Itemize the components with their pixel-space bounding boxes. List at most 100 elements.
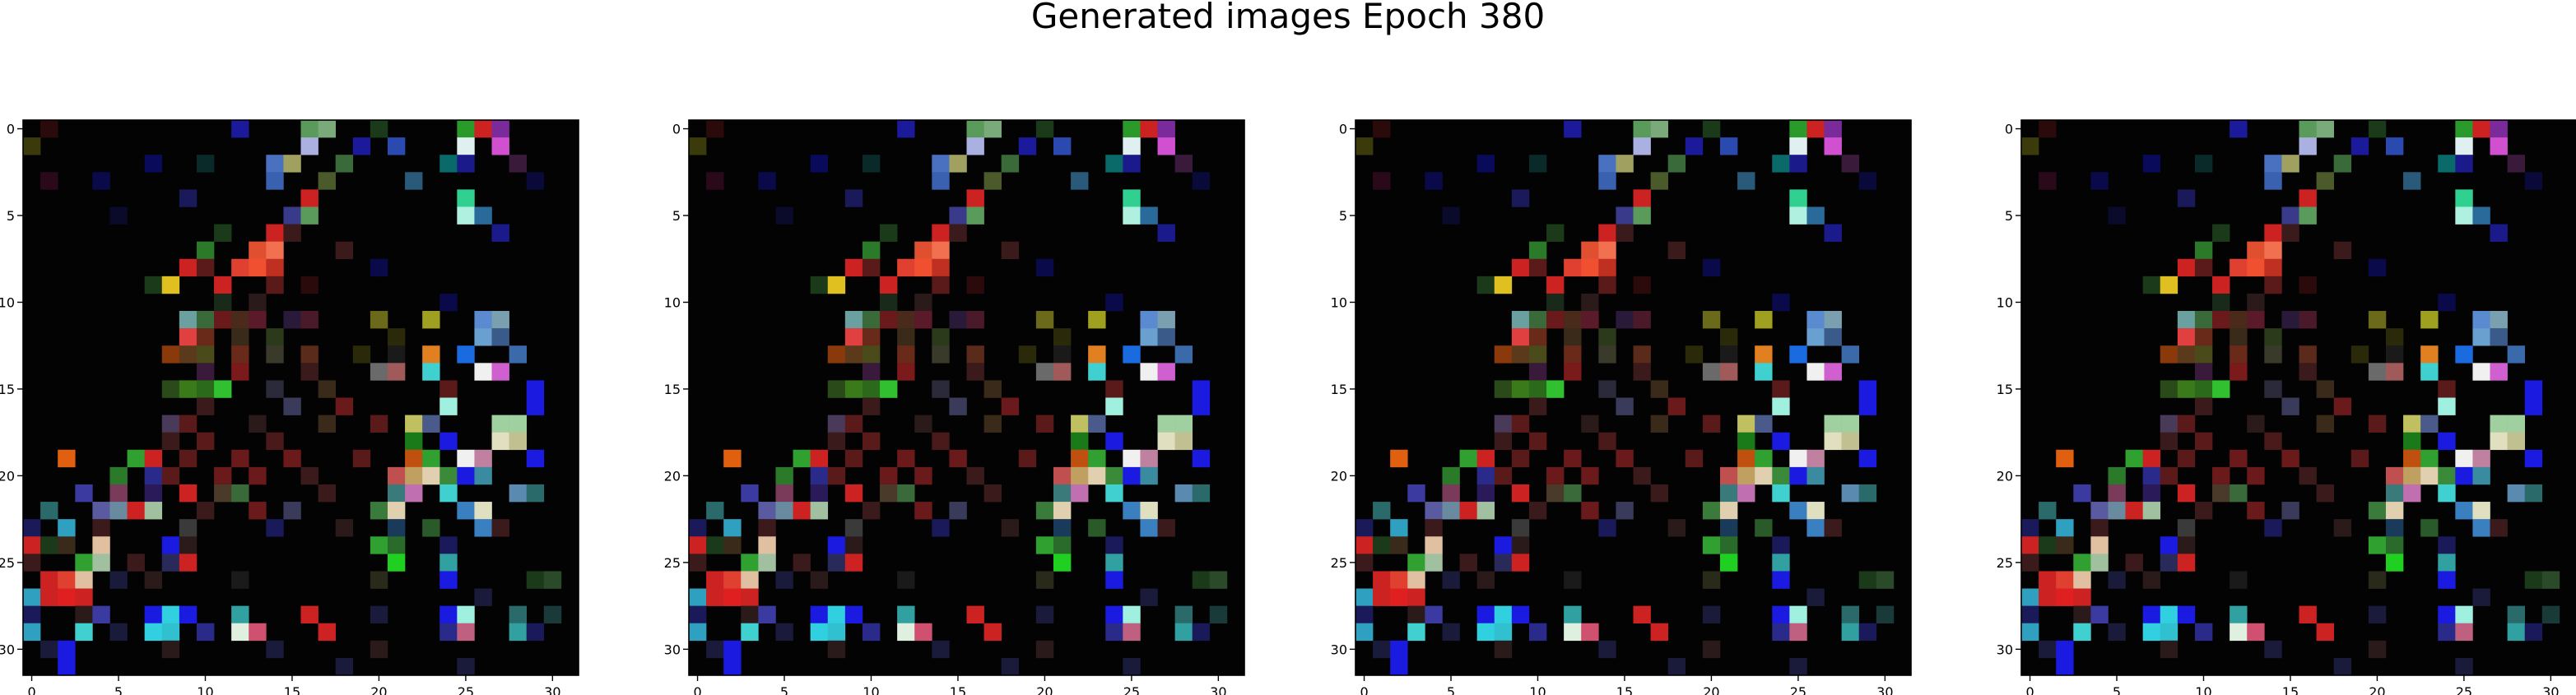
pixel-cell [283, 224, 301, 242]
pixel-cell [1528, 380, 1547, 398]
pixel-cell [1858, 397, 1877, 415]
pixel-cell [1528, 155, 1547, 173]
pixel-cell [1511, 380, 1530, 398]
pixel-cell [370, 640, 388, 659]
pixel-cell [1581, 623, 1599, 642]
pixel-cell [1772, 571, 1790, 589]
pixel-cell [1494, 276, 1513, 294]
pixel-cell [1616, 449, 1634, 468]
pixel-cell [1123, 466, 1141, 485]
pixel-cell [509, 415, 528, 433]
pixel-cell [775, 623, 793, 642]
pixel-cell [880, 484, 898, 503]
pixel-cell [2490, 415, 2508, 433]
pixel-cell [1702, 502, 1721, 520]
pixel-cell [1390, 571, 1408, 589]
pixel-cell [231, 120, 249, 138]
pixel-cell [914, 311, 932, 329]
pixel-cell [1772, 466, 1790, 485]
pixel-cell [1494, 432, 1513, 451]
pixel-cell [249, 623, 267, 642]
pixel-cell [1528, 623, 1547, 642]
y-tick-label: 5 [672, 208, 681, 224]
pixel-cell [1442, 206, 1460, 225]
pixel-cell [2368, 605, 2387, 624]
pixel-cell [1123, 137, 1141, 155]
pixel-cell [1511, 554, 1530, 572]
pixel-cell [758, 536, 776, 554]
pixel-cell [2247, 502, 2265, 520]
pixel-cell [1806, 502, 1825, 520]
pixel-cell [2039, 536, 2057, 554]
pixel-cell [2247, 293, 2265, 312]
pixel-cell [457, 189, 475, 207]
pixel-cell [231, 258, 249, 277]
pixel-cell [196, 363, 215, 381]
pixel-cell [2108, 623, 2126, 642]
pixel-cell [827, 432, 846, 451]
x-tick-label: 5 [780, 684, 788, 695]
pixel-cell [387, 484, 406, 503]
pixel-cell [1174, 623, 1193, 642]
pixel-cell [387, 137, 406, 155]
pixel-cell [144, 449, 163, 468]
pixel-cell [758, 172, 776, 190]
pixel-cell [283, 311, 301, 329]
pixel-cell [1355, 623, 1374, 642]
pixel-cell [2264, 172, 2282, 190]
pixel-cell [810, 571, 829, 589]
pixel-cell [2333, 657, 2352, 676]
pixel-cell [1407, 554, 1425, 572]
pixel-cell [2073, 554, 2091, 572]
pixel-cell [793, 449, 811, 468]
pixel-cell [2490, 519, 2508, 537]
pixel-cell [897, 345, 915, 364]
pixel-cell [179, 484, 198, 503]
pixel-cell [1088, 519, 1106, 537]
pixel-cell [723, 588, 742, 606]
pixel-cell [1564, 449, 1582, 468]
pixel-cell [40, 120, 58, 138]
pixel-cell [179, 258, 198, 277]
pixel-cell [1511, 519, 1530, 537]
pixel-cell [2438, 536, 2456, 554]
pixel-cell [1373, 571, 1391, 589]
pixel-cell [2142, 466, 2161, 485]
pixel-cell [2073, 571, 2091, 589]
pixel-cell [2142, 276, 2161, 294]
pixel-cell [880, 466, 898, 485]
pixel-cell [1174, 345, 1193, 364]
pixel-cell [387, 363, 406, 381]
pixel-cell [1546, 224, 1565, 242]
pixel-cell [1772, 605, 1790, 624]
pixel-cell [1192, 172, 1211, 190]
pixel-cell [862, 155, 881, 173]
pixel-cell [2194, 155, 2213, 173]
pixel-cell [387, 554, 406, 572]
pixel-cell [1373, 172, 1391, 190]
pixel-cell [897, 484, 915, 503]
pixel-cell [1053, 466, 1072, 485]
pixel-cell [2230, 484, 2248, 503]
pixel-cell [1390, 536, 1408, 554]
pixel-cell [2524, 172, 2543, 190]
pixel-cell [2420, 363, 2439, 381]
pixel-cell [318, 172, 336, 190]
x-tick-label: 25 [1790, 684, 1806, 695]
pixel-cell [474, 519, 492, 537]
pixel-cell [949, 397, 967, 415]
pixel-cell [2090, 519, 2109, 537]
pixel-cell [966, 363, 984, 381]
pixel-cell [266, 241, 284, 260]
pixel-cell [932, 241, 950, 260]
pixel-cell [144, 571, 163, 589]
pixel-cell [2194, 241, 2213, 260]
pixel-cell [758, 605, 776, 624]
pixel-cell [862, 345, 881, 364]
pixel-cell [1789, 120, 1807, 138]
pixel-cell [844, 605, 863, 624]
pixel-cell [1476, 623, 1495, 642]
pixel-cell [1459, 554, 1477, 572]
pixel-cell [741, 554, 759, 572]
x-tick-label: 15 [284, 684, 300, 695]
